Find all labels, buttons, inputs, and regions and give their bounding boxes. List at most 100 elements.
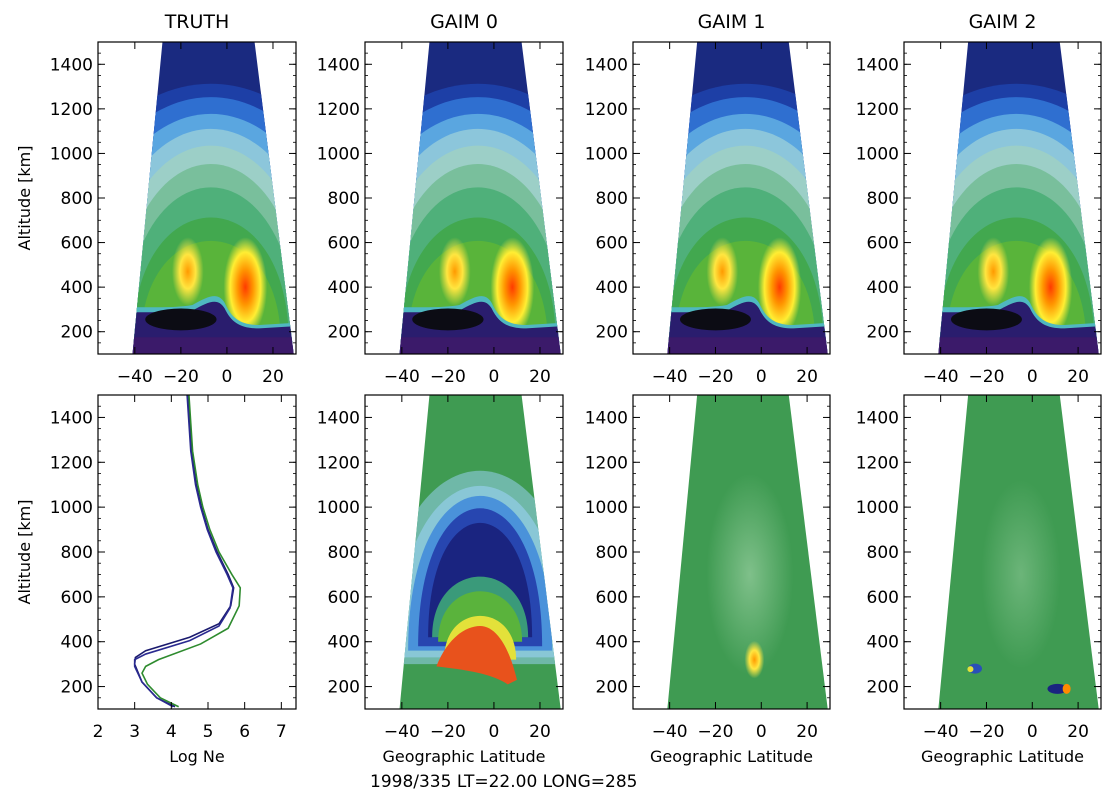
y-tick-label: 200	[61, 678, 93, 698]
chart-panel-4: 200 400 600 800 1000 1200 1400 −40 −20 0 20 GAIM 2	[856, 11, 1102, 387]
y-tick-label: 800	[328, 543, 360, 563]
y-axis-label: Altitude [km]	[15, 146, 34, 251]
y-tick-label: 1200	[50, 453, 93, 473]
x-tick-label: 4	[166, 722, 177, 742]
y-tick-label: 1000	[317, 498, 360, 518]
x-tick-label: 5	[203, 722, 214, 742]
x-tick-label: 0	[756, 367, 767, 387]
x-axis-label: Geographic Latitude	[382, 747, 545, 766]
x-tick-label: 20	[796, 367, 818, 387]
y-tick-label: 600	[596, 234, 628, 254]
panel-title: GAIM 0	[430, 11, 498, 33]
y-tick-label: 400	[61, 633, 93, 653]
y-tick-label: 400	[867, 278, 899, 298]
y-tick-label: 800	[61, 543, 93, 563]
x-tick-label: 20	[529, 722, 551, 742]
y-tick-label: 200	[61, 323, 93, 343]
x-tick-label: −20	[698, 722, 734, 742]
y-tick-label: 800	[596, 189, 628, 209]
y-tick-label: 400	[596, 633, 628, 653]
x-tick-label: 2	[93, 722, 104, 742]
y-tick-label: 600	[596, 588, 628, 608]
y-tick-label: 200	[328, 678, 360, 698]
x-tick-label: −20	[163, 367, 199, 387]
x-tick-label: 7	[276, 722, 287, 742]
y-tick-label: 400	[867, 633, 899, 653]
panel-title: GAIM 1	[698, 11, 766, 33]
y-tick-label: 400	[328, 633, 360, 653]
y-tick-label: 200	[596, 678, 628, 698]
y-tick-label: 1400	[317, 55, 360, 75]
x-tick-label: 20	[796, 722, 818, 742]
x-tick-label: −20	[969, 367, 1005, 387]
y-tick-label: 600	[867, 588, 899, 608]
x-tick-label: −20	[430, 367, 466, 387]
y-tick-label: 1200	[317, 100, 360, 120]
x-tick-label: 20	[529, 367, 551, 387]
profile-series-3	[141, 395, 242, 708]
x-tick-label: −20	[698, 367, 734, 387]
x-tick-label: −40	[923, 722, 959, 742]
y-tick-label: 600	[328, 234, 360, 254]
x-tick-label: −40	[117, 367, 153, 387]
y-tick-label: 1200	[856, 100, 899, 120]
y-tick-label: 800	[867, 543, 899, 563]
x-axis-label: Geographic Latitude	[921, 747, 1084, 766]
y-tick-label: 1200	[856, 453, 899, 473]
y-tick-label: 800	[328, 189, 360, 209]
y-tick-label: 1000	[856, 498, 899, 518]
x-tick-label: 3	[129, 722, 140, 742]
y-tick-label: 400	[328, 278, 360, 298]
x-tick-label: 0	[489, 722, 500, 742]
y-tick-label: 800	[61, 189, 93, 209]
y-tick-label: 1000	[50, 498, 93, 518]
y-tick-label: 1200	[585, 453, 628, 473]
x-tick-label: −40	[923, 367, 959, 387]
y-tick-label: 1000	[317, 144, 360, 164]
x-tick-label: −40	[384, 722, 420, 742]
x-tick-label: 0	[756, 722, 767, 742]
heatmap-field	[938, 395, 1099, 709]
x-tick-label: 0	[489, 367, 500, 387]
x-tick-label: 20	[1067, 722, 1089, 742]
panel-title: TRUTH	[164, 11, 230, 33]
y-tick-label: 200	[867, 323, 899, 343]
y-tick-label: 1200	[317, 453, 360, 473]
y-tick-label: 1400	[856, 55, 899, 75]
x-tick-label: −20	[430, 722, 466, 742]
y-tick-label: 1400	[50, 55, 93, 75]
x-tick-label: 20	[1067, 367, 1089, 387]
chart-panel-3: 200 400 600 800 1000 1200 1400 −40 −20 0 20 GAIM 1	[585, 11, 831, 387]
chart-panel-8: 200 400 600 800 1000 1200 1400 −40 −20 0 20 Geograp…	[856, 394, 1102, 766]
x-tick-label: 6	[239, 722, 250, 742]
x-tick-label: −40	[652, 722, 688, 742]
y-tick-label: 600	[328, 588, 360, 608]
x-tick-label: 20	[262, 367, 284, 387]
chart-panel-7: 200 400 600 800 1000 1200 1400 −40 −20 0 20 Geograp…	[585, 394, 831, 766]
chart-panel-6: 200 400 600 800 1000 1200 1400 −40 −20 0 20 Geograp…	[317, 394, 564, 766]
y-tick-label: 1000	[585, 498, 628, 518]
y-tick-label: 1000	[856, 144, 899, 164]
y-tick-label: 400	[61, 278, 93, 298]
y-tick-label: 1400	[317, 408, 360, 428]
x-axis-label: Geographic Latitude	[650, 747, 813, 766]
y-tick-label: 1400	[585, 408, 628, 428]
heatmap-field	[399, 395, 561, 709]
y-tick-label: 1200	[50, 100, 93, 120]
y-tick-label: 600	[61, 234, 93, 254]
profile-series-2	[133, 395, 234, 708]
y-tick-label: 800	[596, 543, 628, 563]
y-tick-label: 600	[867, 234, 899, 254]
heatmap-field	[667, 42, 828, 354]
y-tick-label: 1400	[856, 408, 899, 428]
x-axis-label: Log Ne	[169, 747, 224, 766]
x-tick-label: −20	[969, 722, 1005, 742]
y-tick-label: 1400	[50, 408, 93, 428]
x-tick-label: 0	[222, 367, 233, 387]
y-tick-label: 1400	[585, 55, 628, 75]
y-tick-label: 1000	[50, 144, 93, 164]
y-tick-label: 800	[867, 189, 899, 209]
panel-title: GAIM 2	[969, 11, 1037, 33]
y-tick-label: 600	[61, 588, 93, 608]
